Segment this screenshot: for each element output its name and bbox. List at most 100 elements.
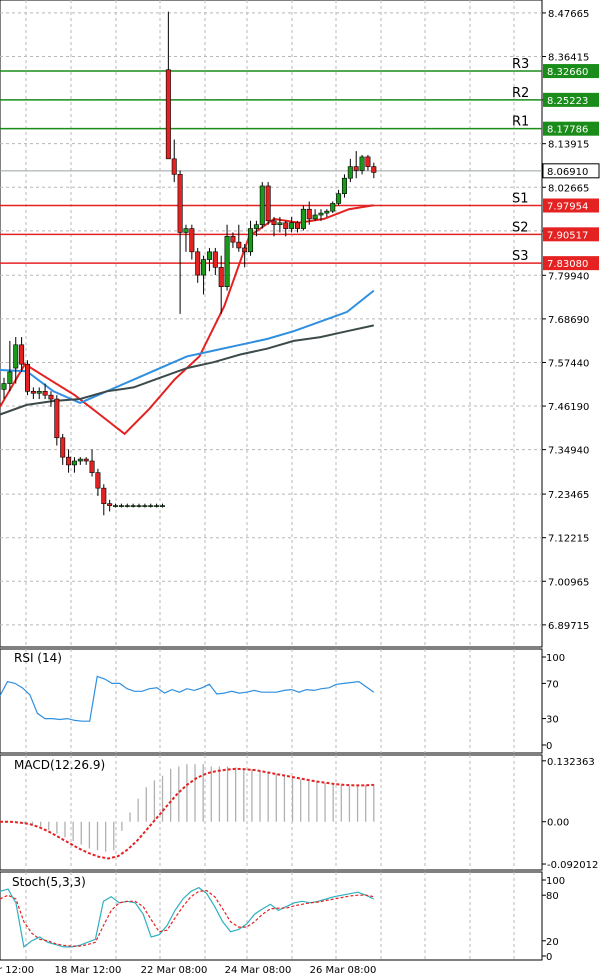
candle xyxy=(230,236,236,243)
candle xyxy=(312,214,318,220)
candle xyxy=(42,390,48,396)
stoch-tick-label: 80 xyxy=(546,891,559,902)
panel-border-rsi xyxy=(0,648,543,754)
candle xyxy=(201,259,207,276)
level-value-s3: 7.83080 xyxy=(547,259,588,270)
panel-border-macd xyxy=(0,754,543,871)
candle xyxy=(347,166,353,179)
candle xyxy=(189,228,195,253)
level-label-s2: S2 xyxy=(512,220,529,235)
level-value-r2: 8.25223 xyxy=(547,96,588,107)
y-tick-label: 7.12215 xyxy=(548,534,589,545)
candle xyxy=(13,344,19,369)
y-tick-label: 6.89715 xyxy=(548,621,589,632)
candle xyxy=(259,185,265,226)
candle xyxy=(271,220,277,226)
candle xyxy=(218,267,224,287)
candle xyxy=(289,222,295,229)
candle xyxy=(183,228,189,233)
level-label-r2: R2 xyxy=(512,86,529,101)
rsi-panel: RSI (14) xyxy=(0,651,375,722)
rsi-tick-label: 0 xyxy=(546,741,552,752)
y-tick-label: 8.13915 xyxy=(548,140,589,151)
candle xyxy=(83,458,89,462)
candle xyxy=(95,472,101,489)
stoch-tick-label: 100 xyxy=(546,876,565,887)
candle xyxy=(294,222,300,229)
candle xyxy=(365,156,371,167)
candle xyxy=(113,505,119,507)
candle xyxy=(19,344,25,365)
candle xyxy=(248,228,254,253)
candle xyxy=(136,505,142,507)
candle xyxy=(306,208,312,220)
y-tick-label: 7.57440 xyxy=(548,358,589,369)
ma-mid-line xyxy=(0,289,375,404)
level-box-s1 xyxy=(543,198,599,213)
stoch-title: Stoch(5,3,3) xyxy=(12,875,86,889)
candle xyxy=(30,390,36,394)
rsi-title: RSI (14) xyxy=(14,651,62,665)
rsi-tick-label: 100 xyxy=(546,653,565,664)
panel-border-main xyxy=(0,0,543,648)
y-tick-label: 8.36415 xyxy=(548,53,589,64)
level-value-s2: 7.90517 xyxy=(547,230,588,241)
candle xyxy=(171,158,177,175)
x-tick-label: 18 Mar 12:00 xyxy=(55,965,122,976)
candle xyxy=(224,236,230,287)
price-axis: 8.476658.364158.252238.139158.026657.914… xyxy=(542,9,600,963)
candle xyxy=(359,156,365,171)
candle xyxy=(341,177,347,195)
candle xyxy=(130,505,136,507)
level-value-r3: 8.32660 xyxy=(547,67,588,78)
level-label-s1: S1 xyxy=(512,192,529,207)
candle xyxy=(36,390,42,394)
y-tick-label: 7.79940 xyxy=(548,271,589,282)
candle xyxy=(89,460,95,473)
candle xyxy=(195,251,201,276)
current-price-box xyxy=(542,163,600,179)
candle xyxy=(154,505,160,507)
y-tick-label: 8.47665 xyxy=(548,9,589,20)
candle xyxy=(336,193,342,204)
candle xyxy=(71,460,77,466)
ma-slow-line xyxy=(0,324,375,416)
level-value-r1: 8.17786 xyxy=(547,125,588,136)
level-box-s3 xyxy=(543,256,599,271)
macd-title: MACD(12.26.9) xyxy=(14,758,105,772)
level-label-r1: R1 xyxy=(512,115,529,130)
candle xyxy=(66,456,72,466)
stoch-tick-label: 20 xyxy=(546,937,559,948)
level-value-s1: 7.97954 xyxy=(547,202,588,213)
candle xyxy=(206,251,212,260)
level-box-r3 xyxy=(543,64,599,79)
candle xyxy=(371,166,377,173)
candle xyxy=(24,363,30,392)
x-tick-label: 26 Mar 08:00 xyxy=(310,965,377,976)
candle xyxy=(1,383,7,390)
candle xyxy=(330,203,336,212)
macd-panel: MACD(12.26.9) xyxy=(0,758,375,860)
rsi-line xyxy=(0,675,375,722)
panel-border-stoch xyxy=(0,871,543,961)
candle xyxy=(353,166,359,171)
macd-tick-label: 0.00 xyxy=(547,818,569,829)
candle xyxy=(265,185,271,222)
y-tick-label: 7.23465 xyxy=(548,490,589,501)
macd-tick-label: -0.092012 xyxy=(547,860,598,871)
candle xyxy=(118,505,124,507)
x-tick-label: 22 Mar 08:00 xyxy=(141,965,208,976)
candle xyxy=(318,212,324,216)
candle xyxy=(177,174,183,233)
candle xyxy=(283,222,289,229)
candle xyxy=(54,398,60,439)
candle xyxy=(60,437,66,458)
candle xyxy=(236,241,242,249)
candle xyxy=(48,394,54,400)
level-label-s3: S3 xyxy=(512,249,529,264)
candle xyxy=(142,505,148,507)
price-panel: R3 R2 R1 S1 S2 S3 xyxy=(0,11,542,516)
candle xyxy=(253,224,259,229)
level-box-r2 xyxy=(543,92,599,107)
